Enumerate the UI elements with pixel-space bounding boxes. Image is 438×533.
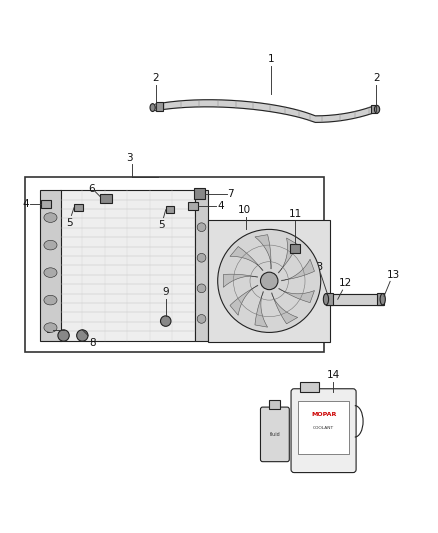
Text: COOLANT: COOLANT (313, 426, 334, 430)
Bar (74, 204, 83, 211)
Polygon shape (282, 259, 314, 281)
Text: 14: 14 (327, 369, 340, 379)
Polygon shape (230, 247, 263, 271)
Text: 7: 7 (227, 189, 234, 199)
Text: 3: 3 (126, 152, 133, 163)
Bar (25, 177, 324, 352)
Bar (195, 190, 208, 341)
Bar (208, 220, 330, 342)
Text: 2: 2 (152, 73, 159, 83)
Ellipse shape (150, 103, 155, 111)
FancyBboxPatch shape (291, 389, 356, 473)
Ellipse shape (197, 284, 206, 293)
Text: 6: 6 (88, 184, 94, 194)
Ellipse shape (44, 295, 57, 305)
Bar (371, 104, 378, 113)
Text: 9: 9 (162, 287, 169, 297)
Polygon shape (230, 285, 258, 316)
Circle shape (160, 316, 171, 326)
Bar (269, 400, 280, 409)
Ellipse shape (323, 294, 328, 305)
Polygon shape (155, 100, 374, 123)
Bar (326, 293, 333, 305)
Polygon shape (279, 288, 314, 303)
Text: 10: 10 (238, 205, 251, 215)
Circle shape (58, 330, 69, 341)
Text: 11: 11 (288, 209, 302, 219)
Polygon shape (271, 293, 298, 324)
Ellipse shape (44, 323, 57, 333)
Ellipse shape (374, 106, 380, 113)
Polygon shape (278, 238, 298, 273)
FancyBboxPatch shape (261, 407, 289, 462)
Ellipse shape (44, 213, 57, 222)
Ellipse shape (380, 294, 385, 305)
Ellipse shape (197, 253, 206, 262)
Text: 13: 13 (311, 262, 324, 272)
Bar (194, 188, 205, 199)
Bar (100, 195, 113, 203)
Bar (40, 190, 61, 341)
Polygon shape (255, 235, 271, 269)
Circle shape (261, 272, 278, 289)
Ellipse shape (197, 223, 206, 231)
Circle shape (77, 330, 88, 341)
Ellipse shape (44, 240, 57, 250)
Polygon shape (255, 292, 268, 327)
Bar (41, 200, 51, 208)
Bar (188, 203, 198, 210)
Ellipse shape (44, 268, 57, 277)
Ellipse shape (197, 314, 206, 323)
Circle shape (218, 229, 321, 333)
Text: 4: 4 (217, 201, 224, 211)
Text: 1: 1 (268, 54, 275, 64)
Polygon shape (223, 274, 258, 287)
Text: MOPAR: MOPAR (311, 413, 336, 417)
Text: 8: 8 (89, 338, 95, 348)
Bar (290, 244, 300, 253)
Bar (298, 400, 349, 454)
Bar (155, 102, 162, 111)
Bar (377, 293, 384, 305)
Text: 5: 5 (158, 220, 165, 230)
Bar (300, 382, 318, 392)
Bar (60, 190, 195, 341)
Text: 5: 5 (67, 217, 73, 228)
Text: 2: 2 (373, 73, 379, 83)
Bar (166, 206, 174, 213)
Text: 12: 12 (339, 278, 352, 288)
Text: 9: 9 (46, 325, 52, 335)
Text: 13: 13 (387, 270, 400, 280)
Text: fluid: fluid (269, 432, 280, 437)
Text: 4: 4 (23, 199, 29, 209)
